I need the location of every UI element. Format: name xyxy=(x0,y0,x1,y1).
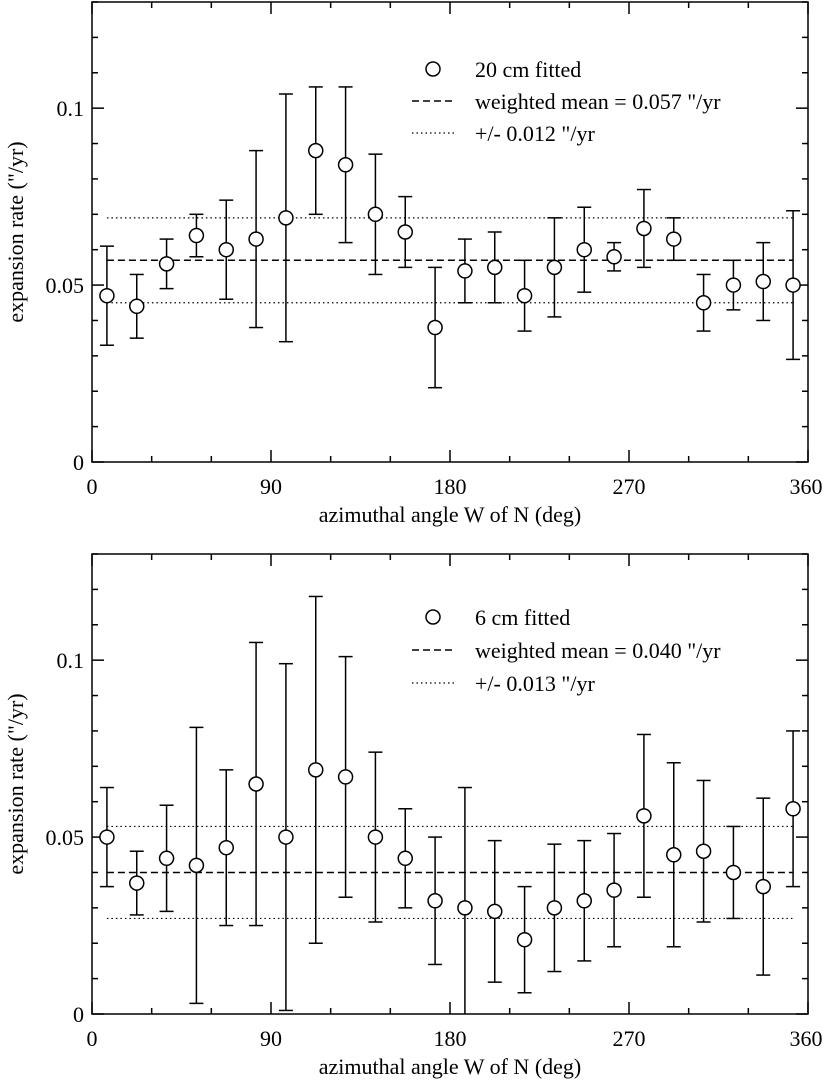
y-tick-label: 0.05 xyxy=(46,825,85,850)
x-axis-label: azimuthal angle W of N (deg) xyxy=(319,1054,582,1079)
y-tick-labels: 0 0.05 0.1 xyxy=(46,648,85,1027)
legend-marker-circle xyxy=(425,609,441,625)
y-axis-label: expansion rate ("/yr) xyxy=(3,693,28,874)
y-tick-label: 0 xyxy=(73,450,84,475)
data-point xyxy=(636,220,652,237)
data-point xyxy=(606,882,622,898)
axis-ticks xyxy=(91,1,809,463)
y-tick-label: 0.05 xyxy=(46,273,85,298)
data-point xyxy=(546,259,563,276)
y-tick-label: 0.1 xyxy=(57,648,85,673)
data-point xyxy=(129,298,145,315)
x-tick-label: 0 xyxy=(87,474,98,499)
legend-label-mean: weighted mean = 0.057 "/yr xyxy=(475,89,721,114)
data-point xyxy=(755,878,771,895)
data-point xyxy=(397,224,413,240)
data-point xyxy=(218,839,234,856)
data-point xyxy=(308,762,324,778)
legend-label-points: 20 cm fitted xyxy=(475,57,581,82)
data-point xyxy=(606,249,622,265)
x-tick-label: 360 xyxy=(790,474,823,499)
x-tick-label: 0 xyxy=(87,1026,98,1051)
x-tick-label: 90 xyxy=(260,1026,282,1051)
data-point xyxy=(666,847,682,863)
legend: 6 cm fitted weighted mean = 0.040 "/yr +… xyxy=(412,605,721,696)
data-point xyxy=(188,857,205,874)
data-point xyxy=(725,277,742,293)
chart-top: 0 90 180 270 360 0 0.05 0.1 azimuthal an… xyxy=(3,1,823,527)
x-tick-labels: 0 90 180 270 360 xyxy=(87,1026,823,1051)
legend-marker-circle xyxy=(425,61,441,77)
data-point xyxy=(695,295,712,311)
y-tick-labels: 0 0.05 0.1 xyxy=(46,96,85,475)
x-tick-label: 180 xyxy=(434,1026,467,1051)
legend-label-band: +/- 0.012 "/yr xyxy=(475,121,595,146)
data-points xyxy=(99,86,801,389)
data-point xyxy=(99,287,115,304)
data-point xyxy=(636,808,652,824)
y-tick-label: 0 xyxy=(73,1002,84,1027)
data-point xyxy=(248,231,264,247)
x-tick-label: 270 xyxy=(613,1026,646,1051)
data-point xyxy=(337,769,354,785)
x-tick-label: 90 xyxy=(260,474,282,499)
data-point xyxy=(487,903,503,920)
x-tick-label: 360 xyxy=(790,1026,823,1051)
data-point xyxy=(666,231,682,247)
x-axis-label: azimuthal angle W of N (deg) xyxy=(319,502,582,527)
data-point xyxy=(516,931,533,948)
chart-bottom: 0 90 180 270 360 0 0.05 0.1 azimuthal an… xyxy=(3,553,823,1079)
data-point xyxy=(755,273,771,290)
data-point xyxy=(218,241,234,258)
data-point xyxy=(367,829,384,845)
data-point xyxy=(278,829,294,845)
data-point xyxy=(427,893,443,909)
data-point xyxy=(785,801,801,817)
data-point xyxy=(158,850,175,867)
band-lines xyxy=(106,825,794,920)
legend-label-band: +/- 0.013 "/yr xyxy=(475,671,595,696)
data-point xyxy=(99,829,115,845)
data-point xyxy=(278,210,294,226)
data-point xyxy=(367,206,384,223)
data-point xyxy=(427,319,443,336)
data-point xyxy=(158,256,175,272)
data-point xyxy=(397,850,413,867)
axis-ticks xyxy=(91,553,809,1015)
data-point xyxy=(337,157,354,173)
legend-label-points: 6 cm fitted xyxy=(475,605,570,630)
data-point xyxy=(457,900,473,916)
data-point xyxy=(576,893,592,909)
x-tick-labels: 0 90 180 270 360 xyxy=(87,474,823,499)
data-point xyxy=(129,875,145,891)
data-point xyxy=(188,227,205,244)
legend-label-mean: weighted mean = 0.040 "/yr xyxy=(475,638,721,663)
data-point xyxy=(725,864,742,881)
x-tick-label: 270 xyxy=(613,474,646,499)
data-points xyxy=(99,595,801,1014)
data-point xyxy=(487,259,503,276)
y-tick-label: 0.1 xyxy=(57,96,85,121)
data-point xyxy=(457,263,473,279)
data-point xyxy=(248,776,264,792)
x-tick-label: 180 xyxy=(434,474,467,499)
data-point xyxy=(546,900,563,916)
legend: 20 cm fitted weighted mean = 0.057 "/yr … xyxy=(412,57,721,146)
data-point xyxy=(308,142,324,159)
data-point xyxy=(785,277,801,293)
data-point xyxy=(516,287,533,304)
y-axis-label: expansion rate ("/yr) xyxy=(3,141,28,322)
data-point xyxy=(695,843,712,859)
data-point xyxy=(576,241,592,258)
